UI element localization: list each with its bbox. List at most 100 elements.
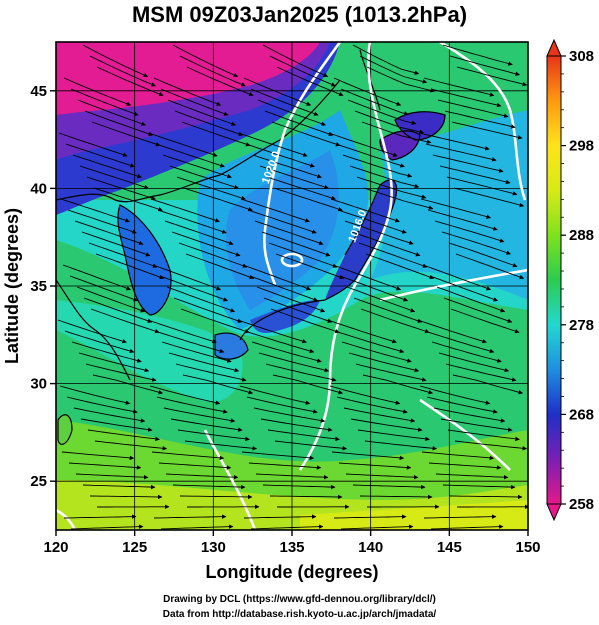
x-tick-label: 140 <box>358 539 383 556</box>
streamline <box>447 429 520 442</box>
streamline <box>423 77 495 97</box>
streamline <box>451 121 523 140</box>
streamline <box>340 88 409 116</box>
streamline <box>89 494 163 500</box>
streamline <box>242 264 312 291</box>
streamline <box>355 363 427 382</box>
streamline <box>82 484 156 490</box>
streamline <box>75 473 149 480</box>
streamline <box>273 187 343 212</box>
y-tick-label: 25 <box>30 473 47 490</box>
streamline <box>338 462 412 470</box>
streamline <box>182 374 254 395</box>
streamline <box>63 77 132 106</box>
colorbar-tick-label: 258 <box>569 496 594 513</box>
streamline <box>433 407 506 423</box>
streamline <box>153 77 222 106</box>
streamline <box>258 352 330 373</box>
streamline <box>180 308 250 334</box>
streamline <box>329 385 401 405</box>
streamline <box>428 462 502 470</box>
streamline <box>163 407 236 423</box>
streamline <box>57 319 127 344</box>
streamline <box>157 209 227 234</box>
streamline <box>328 132 398 157</box>
streamline <box>261 231 331 257</box>
streamline <box>159 275 229 302</box>
colorbar-ticks: 258 268 278 288 298 308 <box>561 48 594 513</box>
streamline <box>147 319 217 344</box>
streamline <box>432 154 504 173</box>
streamline <box>366 66 435 93</box>
streamline <box>71 341 142 363</box>
streamline <box>419 385 491 405</box>
streamline <box>429 275 499 302</box>
streamline <box>438 352 510 373</box>
streamline <box>437 99 509 118</box>
streamline <box>440 418 513 432</box>
streamline <box>333 514 407 519</box>
streamline <box>425 143 497 162</box>
streamline <box>449 494 523 500</box>
colorbar-tick-label: 278 <box>569 317 594 334</box>
streamline <box>249 275 319 302</box>
streamline <box>339 275 409 302</box>
streamline <box>69 275 139 302</box>
streamline <box>442 484 516 490</box>
streamline <box>161 341 232 363</box>
chart-title: MSM 09Z03Jan2025 (1013.2hPa) <box>131 2 468 27</box>
streamline <box>443 297 513 323</box>
streamline <box>58 132 128 157</box>
streamline <box>65 143 135 168</box>
streamline <box>259 165 329 190</box>
streamline <box>434 220 505 243</box>
streamline <box>68 462 142 470</box>
streamline <box>263 297 333 323</box>
streamline <box>345 473 419 480</box>
x-axis-label: Longitude (degrees) <box>205 562 378 582</box>
isobar-1012 <box>439 42 527 201</box>
streamline <box>153 514 227 519</box>
streamline <box>160 88 229 116</box>
streamline <box>255 473 329 480</box>
streamline <box>448 242 518 268</box>
streamline <box>265 363 337 382</box>
streamline <box>346 286 416 313</box>
streamline <box>360 308 430 334</box>
y-tick-label: 30 <box>30 376 47 393</box>
streamline <box>175 363 247 382</box>
streamline <box>237 319 307 344</box>
streamline <box>183 187 253 212</box>
credit-data: Data from http://database.rish.kyoto-u.a… <box>162 609 437 620</box>
streamline <box>80 418 153 432</box>
streamline <box>169 165 239 190</box>
streamline <box>149 385 221 405</box>
x-tick-label: 125 <box>122 539 147 556</box>
streamline <box>427 209 498 231</box>
streamline <box>67 209 137 234</box>
coast-taiwan <box>57 414 73 445</box>
streamline <box>164 220 234 246</box>
streamline <box>64 330 135 354</box>
streamline <box>352 44 420 75</box>
streamline <box>347 99 417 126</box>
streamline <box>252 154 322 179</box>
streamline <box>430 524 504 530</box>
colorbar-tick-label: 308 <box>569 48 594 65</box>
streamline <box>78 352 150 373</box>
streamline <box>342 154 413 178</box>
streamline <box>350 418 423 432</box>
streamline <box>250 524 324 530</box>
y-axis-label: Latitude (degrees) <box>2 208 22 364</box>
streamline <box>444 110 516 129</box>
streamline <box>165 473 239 480</box>
streamline <box>344 220 414 245</box>
streamline <box>59 385 131 405</box>
streamline <box>72 154 142 179</box>
colorbar-bottom-arrow <box>547 504 561 520</box>
streamline <box>74 220 144 246</box>
streamline <box>336 396 408 414</box>
streamline <box>452 374 524 395</box>
streamline <box>167 99 236 126</box>
streamline <box>418 132 490 151</box>
